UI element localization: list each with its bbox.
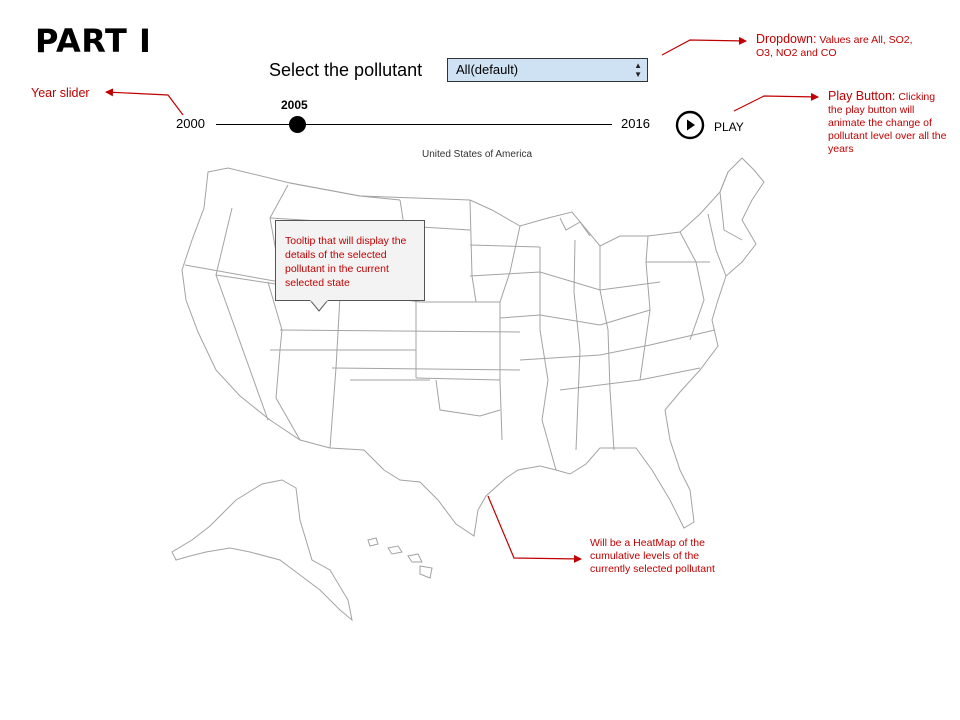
pollutant-select-label: Select the pollutant xyxy=(269,60,423,80)
tooltip-text: Tooltip that will display the details of… xyxy=(285,235,407,289)
arrow-dropdown xyxy=(661,36,747,56)
annotation-dropdown-body: Values are All, SO2, O3, NO2 and CO xyxy=(756,34,913,59)
map-tooltip: Tooltip that will display the details of… xyxy=(275,220,425,301)
annotation-play-head: Play Button: xyxy=(828,89,896,103)
year-current-label: 2005 xyxy=(281,98,308,112)
play-label[interactable]: PLAY xyxy=(714,120,744,134)
pollutant-dropdown[interactable]: All(default) ▲ ▼ xyxy=(447,58,648,82)
year-min-label: 2000 xyxy=(176,116,205,131)
annotation-dropdown-head: Dropdown: xyxy=(756,32,817,46)
map-title: United States of America xyxy=(422,149,533,160)
tooltip-pointer xyxy=(310,300,328,312)
dropdown-selected-value: All(default) xyxy=(456,62,519,77)
arrow-year-slider xyxy=(105,88,184,116)
dropdown-arrows-icon: ▲ ▼ xyxy=(634,61,642,79)
arrow-play xyxy=(733,92,819,112)
year-max-label: 2016 xyxy=(621,116,650,131)
page-title: PART I xyxy=(35,22,152,60)
annotation-year-slider: Year slider xyxy=(31,86,90,100)
us-outline xyxy=(181,157,765,537)
annotation-dropdown: Dropdown: Values are All, SO2, O3, NO2 a… xyxy=(756,33,916,60)
annotation-heatmap: Will be a HeatMap of the cumulative leve… xyxy=(590,537,715,575)
hawaii-outline xyxy=(367,537,433,579)
annotation-play-body: Clicking the play button will animate th… xyxy=(828,91,947,155)
play-circle-icon[interactable] xyxy=(675,110,705,140)
alaska-outline xyxy=(171,479,353,622)
year-slider-track[interactable] xyxy=(216,124,612,125)
year-slider-handle[interactable] xyxy=(289,116,306,133)
annotation-play: Play Button: Clicking the play button wi… xyxy=(828,90,948,156)
us-map[interactable] xyxy=(160,150,780,630)
